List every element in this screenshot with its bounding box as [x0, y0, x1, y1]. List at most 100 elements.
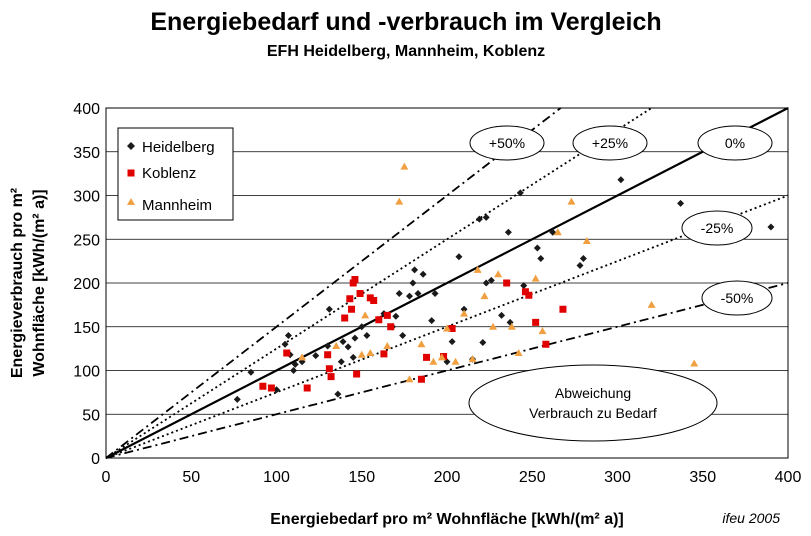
- x-tick-label: 0: [102, 469, 111, 486]
- point-koblenz: [380, 350, 388, 358]
- point-heidelberg: [233, 395, 241, 403]
- point-heidelberg: [767, 223, 775, 231]
- point-mannheim: [400, 162, 409, 170]
- point-mannheim: [553, 228, 562, 236]
- point-koblenz: [325, 365, 333, 373]
- point-heidelberg: [520, 282, 528, 290]
- legend-marker-mannheim: [127, 198, 135, 205]
- y-tick-label: 50: [82, 407, 100, 424]
- legend-label-heidelberg: Heidelberg: [142, 139, 215, 156]
- y-tick-label: 250: [73, 232, 100, 249]
- point-koblenz: [559, 305, 567, 313]
- point-heidelberg: [324, 342, 332, 350]
- point-heidelberg: [428, 317, 436, 325]
- label-bubble-minus25: [681, 210, 753, 246]
- x-tick-label: 150: [348, 469, 375, 486]
- point-heidelberg: [247, 368, 255, 376]
- label-minus25: -25%: [701, 220, 734, 236]
- reference-line: [105, 107, 562, 459]
- point-heidelberg: [281, 340, 289, 348]
- point-heidelberg: [475, 215, 483, 223]
- point-koblenz: [348, 305, 356, 313]
- point-koblenz: [370, 297, 378, 304]
- point-heidelberg: [312, 352, 320, 360]
- point-mannheim: [383, 342, 392, 349]
- point-heidelberg: [431, 290, 439, 297]
- point-heidelberg: [617, 176, 625, 184]
- legend-label-mannheim: Mannheim: [142, 197, 212, 214]
- point-mannheim: [690, 359, 699, 367]
- point-koblenz: [259, 382, 267, 390]
- point-mannheim: [567, 197, 576, 205]
- point-heidelberg: [339, 338, 347, 346]
- point-mannheim: [494, 270, 503, 278]
- point-mannheim: [582, 237, 591, 244]
- point-koblenz: [351, 276, 359, 283]
- point-heidelberg: [358, 323, 366, 331]
- annotation-line2: Verbrauch zu Bedarf: [529, 405, 657, 421]
- label-bubble-plus50: [469, 125, 545, 161]
- point-koblenz: [525, 291, 533, 299]
- point-mannheim: [366, 349, 375, 356]
- point-heidelberg: [409, 279, 417, 287]
- point-heidelberg: [506, 318, 514, 326]
- point-heidelberg: [349, 353, 357, 361]
- point-heidelberg: [334, 390, 342, 398]
- point-heidelberg: [533, 244, 541, 252]
- point-heidelberg: [405, 292, 413, 300]
- y-tick-label: 0: [91, 451, 100, 468]
- point-mannheim: [460, 309, 469, 317]
- point-heidelberg: [504, 228, 512, 236]
- y-tick-label: 400: [73, 101, 100, 118]
- point-koblenz: [387, 323, 395, 331]
- legend-box: [117, 127, 234, 221]
- point-mannheim: [531, 274, 540, 282]
- reference-line: [105, 282, 789, 459]
- point-heidelberg: [455, 253, 463, 261]
- y-axis-label-line1: Energieverbrauch pro m²: [9, 188, 26, 378]
- point-heidelberg: [325, 305, 333, 313]
- point-koblenz: [324, 351, 332, 359]
- reference-line: [105, 107, 653, 459]
- chart-subtitle: EFH Heidelberg, Mannheim, Koblenz: [267, 43, 545, 60]
- reference-line: [105, 107, 789, 459]
- point-mannheim: [417, 340, 426, 348]
- point-koblenz: [303, 384, 311, 392]
- point-heidelberg: [516, 189, 524, 197]
- y-axis-label-line2: Wohnfläche [kWh/(m² a)]: [31, 189, 48, 376]
- point-koblenz: [532, 318, 540, 326]
- legend-marker-koblenz: [127, 169, 135, 177]
- y-tick-label: 200: [73, 276, 100, 293]
- point-mannheim: [405, 375, 414, 383]
- point-heidelberg: [448, 338, 456, 346]
- label-plus50: +50%: [489, 135, 525, 151]
- point-heidelberg: [351, 334, 359, 342]
- point-koblenz: [283, 349, 291, 357]
- annotation-bubble: [468, 364, 718, 442]
- point-mannheim: [473, 265, 482, 273]
- point-heidelberg: [479, 339, 487, 346]
- point-koblenz: [267, 384, 275, 392]
- point-heidelberg: [460, 305, 468, 313]
- point-heidelberg: [395, 290, 403, 297]
- point-heidelberg: [291, 360, 299, 368]
- point-koblenz: [383, 311, 391, 319]
- label-bubble-minus50: [701, 280, 773, 316]
- point-heidelberg: [344, 343, 352, 351]
- point-heidelberg: [284, 332, 292, 339]
- point-heidelberg: [419, 270, 427, 278]
- point-mannheim: [437, 353, 446, 361]
- point-mannheim: [361, 311, 370, 319]
- point-heidelberg: [498, 311, 506, 319]
- point-koblenz: [346, 295, 354, 303]
- legend: Heidelberg Koblenz Mannheim: [117, 127, 234, 221]
- x-axis-label: Energiebedarf pro m² Wohnfläche [kWh/(m²…: [270, 511, 624, 528]
- x-tick-label: 400: [775, 469, 802, 486]
- point-mannheim: [514, 349, 523, 356]
- point-heidelberg: [337, 358, 345, 366]
- point-heidelberg: [579, 255, 587, 262]
- point-mannheim: [538, 327, 547, 335]
- point-mannheim: [443, 324, 451, 332]
- label-plus25: +25%: [592, 135, 628, 151]
- point-heidelberg: [677, 199, 685, 207]
